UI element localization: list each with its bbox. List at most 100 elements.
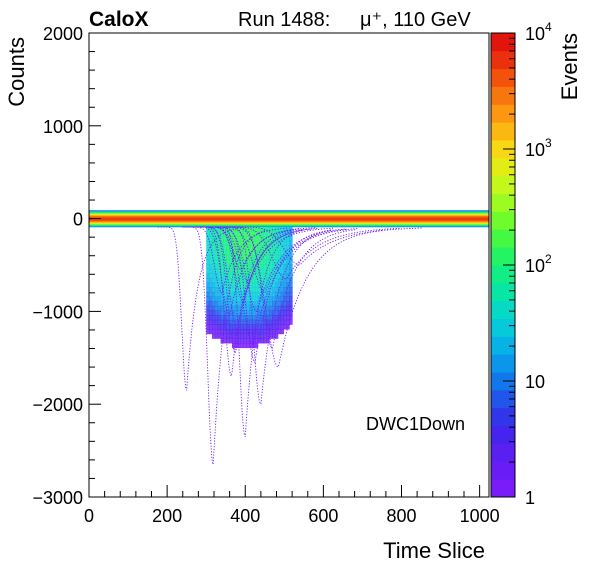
- dip-bin: [211, 226, 216, 233]
- dip-bin: [252, 259, 256, 265]
- dip-bin: [289, 315, 293, 321]
- pulse-trace: [183, 226, 289, 294]
- dip-bin: [263, 333, 267, 339]
- z-tick-label: 1: [525, 488, 535, 508]
- baseline-bin: [89, 210, 489, 212]
- pulse-trace: [227, 226, 423, 266]
- colorbar-segment: [491, 33, 515, 52]
- dip-bin: [229, 259, 233, 265]
- dip-bin: [246, 301, 250, 307]
- pulse-trace: [198, 226, 347, 345]
- dip-bin: [234, 324, 239, 330]
- dip-bin: [217, 259, 222, 265]
- dip-bin: [257, 277, 262, 284]
- dip-bin: [240, 319, 244, 325]
- experiment-label: CaloX: [89, 8, 149, 31]
- dip-bin: [237, 315, 242, 321]
- dip-bin: [209, 268, 213, 274]
- dip-bin: [240, 226, 244, 233]
- dip-bin: [280, 226, 285, 233]
- dip-bin: [266, 310, 270, 316]
- dip-bin: [243, 250, 247, 256]
- dip-bin: [214, 264, 219, 270]
- dip-bin: [260, 282, 264, 288]
- dip-bin: [214, 231, 219, 237]
- dip-bin: [289, 319, 293, 325]
- dip-bin: [272, 240, 276, 247]
- dip-bin: [263, 268, 267, 274]
- x-axis-title: Time Slice: [383, 538, 485, 563]
- dip-bin: [283, 305, 287, 311]
- dip-bin: [254, 296, 259, 302]
- dip-bin: [234, 245, 239, 251]
- dip-bin: [274, 324, 279, 330]
- dip-bin: [260, 254, 264, 260]
- dip-bin: [246, 259, 250, 265]
- dip-bin: [257, 226, 262, 233]
- dip-bin: [220, 296, 224, 302]
- dip-bin: [211, 329, 216, 335]
- dip-bin: [272, 333, 276, 339]
- z-tick-label: 103: [525, 136, 552, 160]
- dip-bin: [277, 282, 282, 288]
- dip-bin: [246, 245, 250, 251]
- colorbar-segment: [491, 265, 515, 284]
- dip-bin: [209, 291, 213, 298]
- dip-bin: [234, 254, 239, 260]
- dip-bin: [272, 287, 276, 293]
- dip-bin: [206, 240, 210, 247]
- pulse-traces: [157, 226, 423, 465]
- dip-bin: [220, 264, 224, 270]
- dip-bin: [260, 319, 264, 325]
- pulse-trace: [194, 226, 297, 378]
- dip-bin: [206, 324, 210, 330]
- dip-bin: [257, 296, 262, 302]
- pulse-trace: [194, 226, 312, 331]
- dip-bin: [209, 282, 213, 288]
- dip-bin: [283, 291, 287, 298]
- dip-bin: [260, 268, 264, 274]
- dip-bin: [272, 296, 276, 302]
- dip-bin: [254, 236, 259, 242]
- pulse-trace: [223, 226, 357, 350]
- baseline-bin: [89, 225, 489, 227]
- dip-bin: [206, 226, 210, 233]
- dip-bin: [223, 240, 227, 247]
- dip-bin: [263, 324, 267, 330]
- dip-bin: [263, 287, 267, 293]
- baseline-bin: [89, 213, 489, 215]
- dip-bin: [286, 287, 290, 293]
- dip-bin: [243, 264, 247, 270]
- dip-bin: [234, 329, 239, 335]
- baseline-band: [89, 210, 489, 228]
- dip-bin: [263, 264, 267, 270]
- dip-bin: [249, 342, 253, 349]
- colorbar-segment: [491, 104, 515, 123]
- dip-bin: [254, 259, 259, 265]
- dip-bin: [269, 250, 273, 256]
- dip-bin: [272, 319, 276, 325]
- dip-bin: [280, 236, 285, 242]
- dip-bin: [272, 226, 276, 233]
- dip-bin: [206, 264, 210, 270]
- dip-bin: [266, 273, 270, 279]
- baseline-bin: [89, 211, 489, 213]
- dip-bin: [280, 305, 285, 311]
- dip-bin: [289, 236, 293, 242]
- dip-bin: [286, 315, 290, 321]
- dip-bin: [209, 259, 213, 265]
- dip-bin: [209, 310, 213, 316]
- dip-bin: [211, 268, 216, 274]
- dip-bin: [226, 264, 230, 270]
- dip-bin: [286, 254, 290, 260]
- dip-bin: [211, 240, 216, 247]
- dip-bin: [263, 254, 267, 260]
- dip-bin: [229, 310, 233, 316]
- beam-label: μ⁺, 110 GeV: [360, 9, 471, 31]
- dip-bin: [206, 291, 210, 298]
- dip-bin: [249, 240, 253, 247]
- dip-bin: [246, 264, 250, 270]
- dip-bin: [252, 342, 256, 349]
- dip-bin: [289, 264, 293, 270]
- x-tick-label: 400: [230, 506, 260, 526]
